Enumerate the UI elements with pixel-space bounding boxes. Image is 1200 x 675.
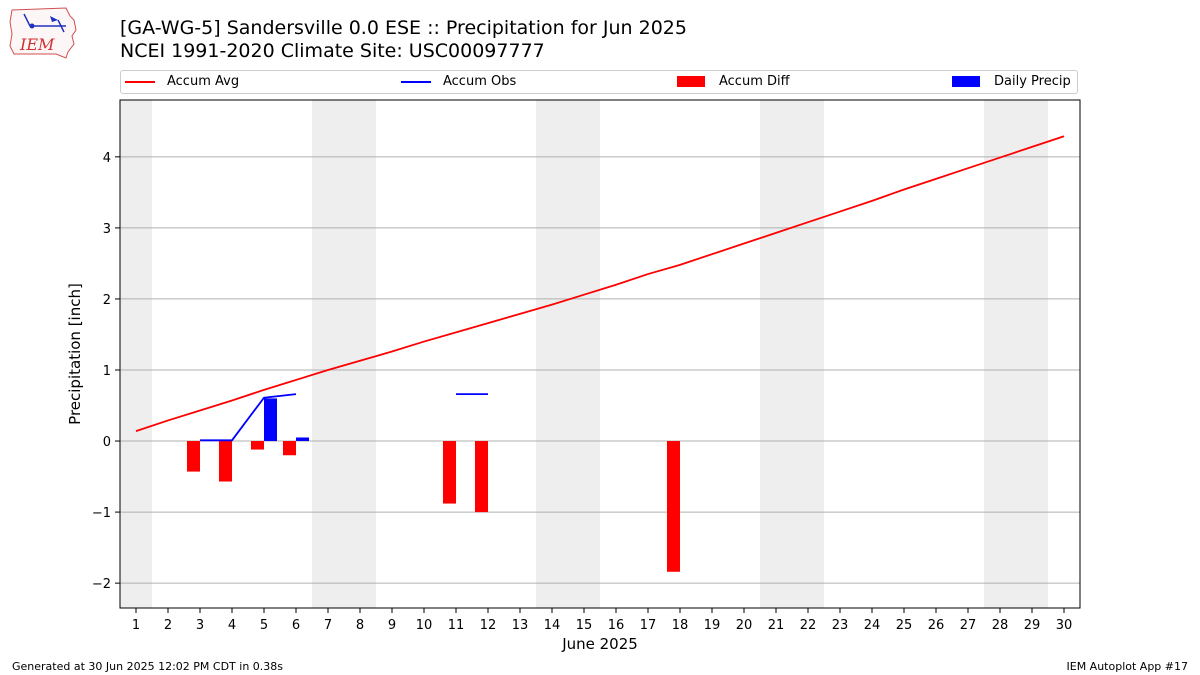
iem-logo: IEM: [8, 6, 82, 60]
x-tick-label-24: 24: [864, 618, 881, 633]
legend-label-accum-diff: Accum Diff: [719, 74, 790, 89]
accum-diff-bar-day-11: [443, 441, 456, 504]
x-tick-label-26: 26: [928, 618, 945, 633]
chart-title: [GA-WG-5] Sandersville 0.0 ESE :: Precip…: [120, 17, 687, 39]
x-tick-label-25: 25: [896, 618, 913, 633]
legend-swatch-accum-obs: [401, 81, 431, 83]
footer-generated-text: Generated at 30 Jun 2025 12:02 PM CDT in…: [12, 660, 284, 673]
weekend-band-3: [536, 100, 600, 608]
accum-diff-bar-day-4: [219, 441, 232, 482]
y-tick-label-5: 3: [103, 222, 111, 237]
accum-diff-bar-day-6: [283, 441, 296, 456]
x-tick-label-7: 7: [324, 618, 332, 633]
x-tick-label-18: 18: [672, 618, 689, 633]
plot-frame: [119, 99, 1081, 609]
x-tick-label-27: 27: [960, 618, 977, 633]
chart-subtitle: NCEI 1991-2020 Climate Site: USC00097777: [120, 40, 545, 62]
x-tick-label-29: 29: [1024, 618, 1041, 633]
accum-avg-line: [135, 135, 1065, 432]
legend-swatch-accum-diff: [677, 76, 705, 87]
x-tick-label-10: 10: [416, 618, 433, 633]
accum-diff-bar-day-12: [475, 441, 488, 513]
legend-swatch-accum-avg: [125, 81, 155, 83]
accum-diff-bar-day-5: [251, 441, 264, 450]
y-tick-label-4: 2: [103, 293, 111, 308]
x-tick-label-6: 6: [292, 618, 300, 633]
accum-obs-line-1: [200, 393, 297, 442]
x-tick-label-5: 5: [260, 618, 268, 633]
weekend-band-4: [760, 100, 824, 608]
x-tick-label-16: 16: [608, 618, 625, 633]
x-tick-label-20: 20: [736, 618, 753, 633]
x-tick-label-1: 1: [132, 618, 140, 633]
x-tick-label-22: 22: [800, 618, 817, 633]
x-tick-label-11: 11: [448, 618, 465, 633]
x-tick-label-30: 30: [1056, 618, 1073, 633]
y-tick-label-2: 0: [103, 435, 111, 450]
footer-app-text: IEM Autoplot App #17: [1066, 660, 1189, 673]
weekend-band-2: [312, 100, 376, 608]
daily-precip-bar-day-5: [264, 398, 277, 442]
accum-diff-bar-day-18: [667, 441, 680, 572]
x-tick-label-19: 19: [704, 618, 721, 633]
x-tick-label-4: 4: [228, 618, 236, 633]
x-tick-label-21: 21: [768, 618, 785, 633]
legend: Accum Avg Accum Obs Accum Diff Daily Pre…: [120, 70, 1078, 94]
legend-swatch-daily-precip: [952, 76, 980, 87]
accum-diff-bar-day-3: [187, 441, 200, 472]
y-tick-label-3: 1: [103, 364, 111, 379]
legend-label-daily-precip: Daily Precip: [994, 74, 1071, 89]
weekend-band-1: [120, 100, 152, 608]
x-tick-label-17: 17: [640, 618, 657, 633]
x-tick-label-14: 14: [544, 618, 561, 633]
legend-label-accum-obs: Accum Obs: [443, 74, 517, 89]
x-tick-label-3: 3: [196, 618, 204, 633]
x-tick-label-12: 12: [480, 618, 497, 633]
x-tick-label-2: 2: [164, 618, 172, 633]
x-tick-label-23: 23: [832, 618, 849, 633]
x-tick-label-8: 8: [356, 618, 364, 633]
y-tick-label-6: 4: [103, 151, 111, 166]
y-tick-label-1: −1: [92, 506, 111, 521]
y-tick-label-0: −2: [92, 577, 111, 592]
daily-precip-bar-day-6: [296, 437, 309, 442]
weekend-band-5: [984, 100, 1048, 608]
x-axis-label: June 2025: [561, 635, 638, 653]
x-tick-label-9: 9: [388, 618, 396, 633]
x-tick-label-28: 28: [992, 618, 1009, 633]
x-tick-label-13: 13: [512, 618, 529, 633]
svg-text:IEM: IEM: [19, 35, 55, 54]
x-tick-label-15: 15: [576, 618, 593, 633]
legend-label-accum-avg: Accum Avg: [167, 74, 240, 89]
y-axis-label: Precipitation [inch]: [66, 283, 84, 425]
